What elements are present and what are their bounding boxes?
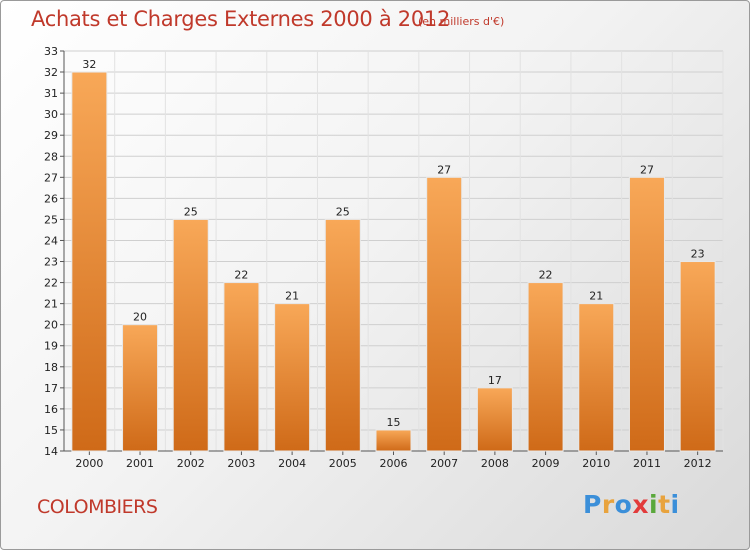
chart-subtitle: (en milliers d'€) (418, 15, 505, 28)
bar-value-label: 20 (133, 311, 147, 324)
grid-lines (63, 50, 724, 451)
bar-value-label: 32 (82, 58, 96, 71)
bar-2005 (324, 218, 361, 452)
y-tick-label: 27 (44, 171, 58, 184)
bars (71, 71, 716, 452)
bar-2009 (527, 282, 564, 452)
y-tick-label: 33 (44, 45, 58, 58)
x-tick-label: 2000 (75, 457, 103, 470)
bar-2011 (628, 176, 665, 452)
logo-letter: r (601, 490, 615, 519)
bar-value-label: 25 (336, 205, 350, 218)
y-tick-label: 22 (44, 277, 58, 290)
y-tick-label: 17 (44, 382, 58, 395)
bar-value-label: 21 (285, 290, 299, 303)
logo-letter: o (614, 490, 633, 519)
bar-2007 (426, 176, 463, 452)
y-tick-label: 31 (44, 87, 58, 100)
x-tick-label: 2012 (684, 457, 712, 470)
y-tick-label: 30 (44, 108, 58, 121)
y-tick-label: 19 (44, 340, 58, 353)
y-tick-label: 29 (44, 129, 58, 142)
bar-2003 (223, 282, 260, 452)
logo-letter: i (649, 490, 659, 519)
bar-value-label: 17 (488, 374, 502, 387)
y-tick-label: 32 (44, 66, 58, 79)
logo-letter: P (583, 490, 602, 519)
bar-value-label: 22 (234, 269, 248, 282)
x-tick-label: 2002 (177, 457, 205, 470)
bar-2012 (679, 261, 716, 452)
y-tick-label: 26 (44, 192, 58, 205)
y-tick-label: 18 (44, 361, 58, 374)
x-tick-label: 2005 (329, 457, 357, 470)
commune-name: COLOMBIERS (37, 496, 158, 518)
x-tick-label: 2011 (633, 457, 661, 470)
y-tick-label: 21 (44, 298, 58, 311)
logo-letter: t (658, 490, 671, 519)
bar-2001 (122, 324, 159, 452)
bar-value-label: 21 (589, 290, 603, 303)
bar-value-label: 25 (184, 205, 198, 218)
bar-2010 (578, 303, 615, 452)
logo-letter: i (670, 490, 680, 519)
x-tick-label: 2003 (227, 457, 255, 470)
bar-2008 (476, 387, 513, 452)
y-tick-label: 28 (44, 150, 58, 163)
x-tick-label: 2008 (481, 457, 509, 470)
y-tick-label: 24 (44, 234, 58, 247)
y-tick-label: 20 (44, 319, 58, 332)
y-tick-label: 16 (44, 403, 58, 416)
x-tick-label: 2001 (126, 457, 154, 470)
y-tick-label: 15 (44, 424, 58, 437)
y-tick-label: 23 (44, 256, 58, 269)
y-tick-label: 14 (44, 445, 58, 458)
x-tick-label: 2009 (532, 457, 560, 470)
bar-value-label: 27 (437, 163, 451, 176)
bar-value-label: 23 (691, 248, 705, 261)
logo-letter: x (632, 490, 649, 519)
x-tick-label: 2004 (278, 457, 306, 470)
bar-2006 (375, 429, 412, 452)
chart-title: Achats et Charges Externes 2000 à 2012 (31, 7, 451, 31)
x-tick-label: 2007 (430, 457, 458, 470)
bar-value-label: 22 (539, 269, 553, 282)
y-tick-label: 25 (44, 213, 58, 226)
axes: 14 15 16 17 18 19 20 21 22 23 24 25 26 27 28 29 30 31 32 33… (44, 45, 723, 470)
bar-2000 (71, 71, 108, 452)
bar-2004 (274, 303, 311, 452)
x-tick-label: 2010 (582, 457, 610, 470)
bar-value-label: 15 (387, 416, 401, 429)
x-tick-label: 2006 (380, 457, 408, 470)
bar-value-label: 27 (640, 163, 654, 176)
bar-2002 (172, 218, 209, 452)
data-labels: 32 20 25 22 21 25 15 27 17 22 21 27 23 (82, 58, 704, 429)
proxiti-logo: Proxiti (583, 490, 680, 519)
